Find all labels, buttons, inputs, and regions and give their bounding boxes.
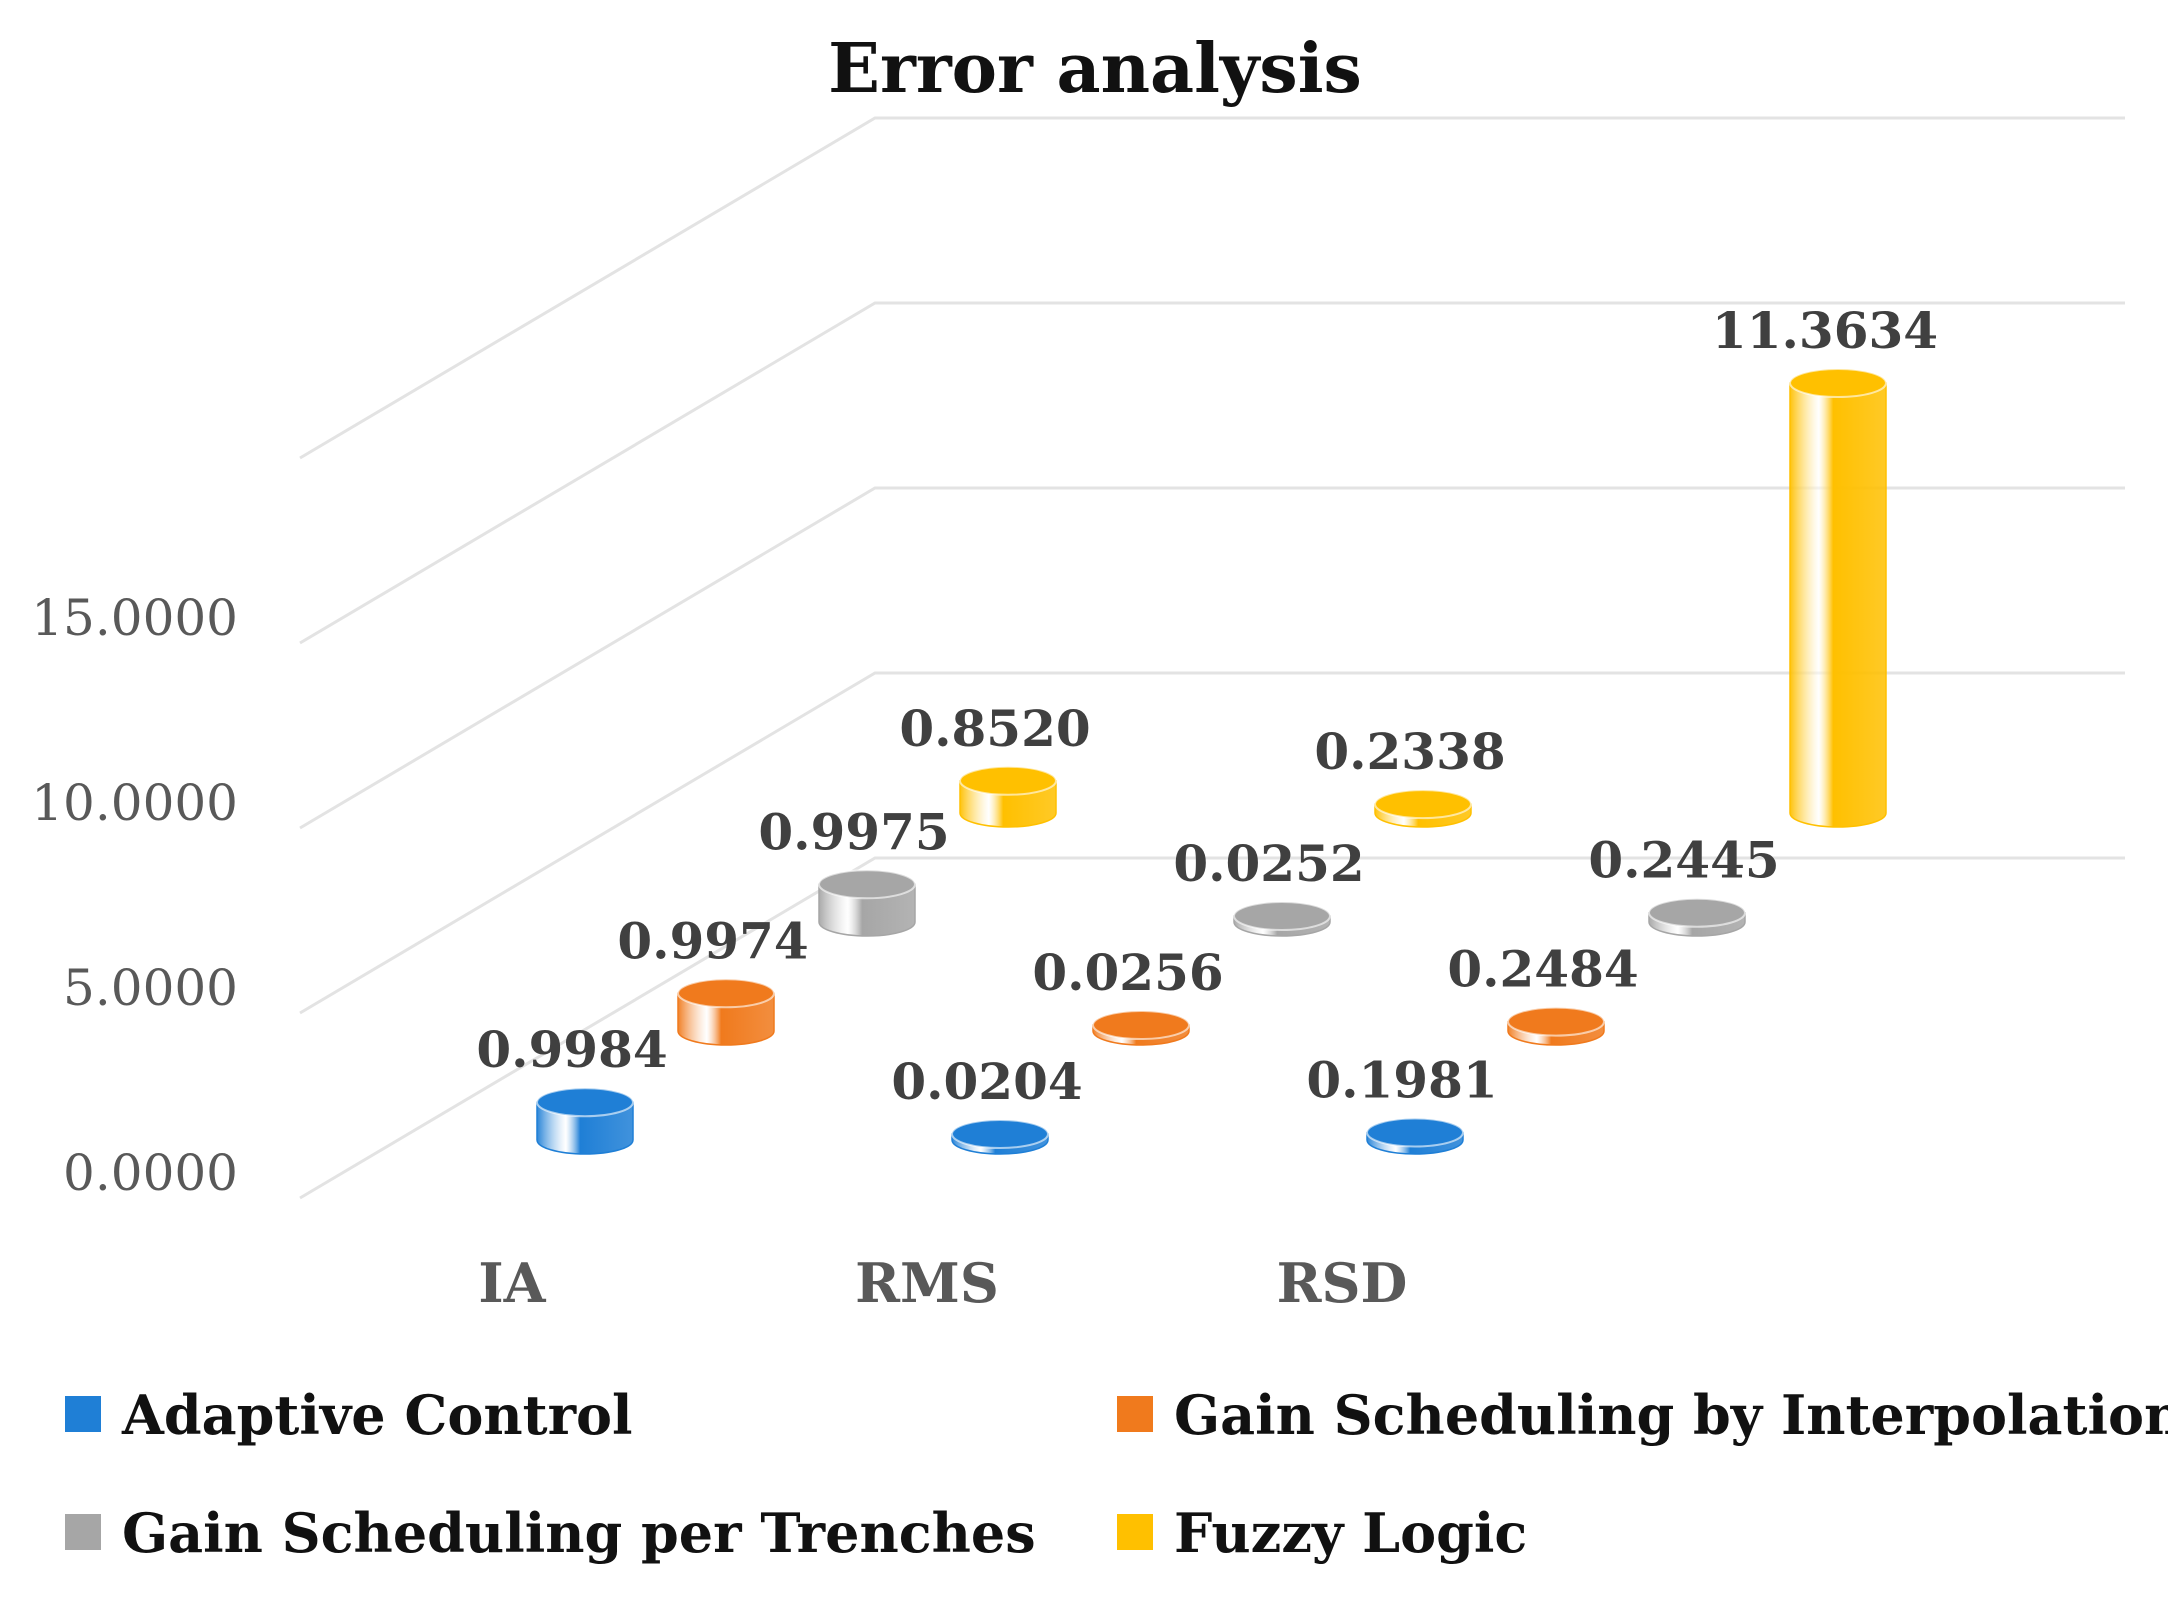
data-label: 0.8520 [899,699,1090,758]
gridline [299,301,2125,645]
category-label-rsd: RSD [1277,1251,1408,1315]
legend-label: Gain Scheduling by Interpolation [1174,1383,2168,1447]
bar-adaptive-control-rms [951,1119,1049,1155]
legend-label: Adaptive Control [121,1383,633,1447]
gridline [299,486,2125,830]
chart-title: Error analysis [828,29,1362,109]
bars [536,368,1887,1155]
legend-swatch [1117,1514,1153,1550]
data-label: 0.9974 [617,911,808,970]
bar-gain-scheduling-per-trenches-ia [818,869,916,937]
bar-fuzzy-logic-ia [959,765,1057,828]
legend-item-adaptive-control: Adaptive Control [65,1383,633,1447]
data-label: 0.0204 [891,1052,1082,1111]
legend-item-fuzzy-logic: Fuzzy Logic [1117,1501,1527,1565]
data-labels: 11.3634 0.2338 0.8520 0.2445 0.0252 0.9975 0.2… [476,301,1938,1111]
data-label: 0.0256 [1032,943,1223,1002]
y-tick-label: 0.0000 [63,1144,238,1202]
legend-label: Fuzzy Logic [1174,1501,1527,1565]
gridlines [299,116,2125,1200]
data-label: 0.2445 [1588,831,1779,890]
gridline [299,856,2125,1200]
bar-fuzzy-logic-rms [1374,789,1472,828]
y-tick-label: 5.0000 [63,959,238,1017]
category-label-rms: RMS [855,1251,999,1315]
legend-swatch [65,1396,101,1432]
data-label: 0.1981 [1306,1051,1497,1110]
data-label: 0.9975 [758,802,949,861]
bar-gain-scheduling-by-interpolation-ia [677,978,775,1046]
bar-gain-scheduling-per-trenches-rsd [1648,897,1746,937]
data-label: 0.9984 [476,1020,667,1079]
legend-swatch [1117,1396,1153,1432]
legend-swatch [65,1514,101,1550]
bar-gain-scheduling-by-interpolation-rsd [1507,1006,1605,1046]
data-label: 11.3634 [1712,301,1938,360]
legend-item-gain-scheduling-per-trenches: Gain Scheduling per Trenches [65,1501,1036,1565]
bar-fuzzy-logic-rsd [1789,368,1887,828]
legend-label: Gain Scheduling per Trenches [122,1501,1036,1565]
bar-gain-scheduling-by-interpolation-rms [1092,1010,1190,1046]
bar-adaptive-control-rsd [1366,1117,1464,1155]
y-tick-label: 15.0000 [31,589,238,647]
legend: Adaptive Control Gain Scheduling by Inter… [65,1383,2168,1565]
bar-gain-scheduling-per-trenches-rms [1233,901,1331,937]
gridline [299,116,2125,460]
data-label: 0.2484 [1447,940,1638,999]
category-label-ia: IA [478,1251,546,1315]
y-axis-ticks: 0.0000 5.0000 10.0000 15.0000 [31,589,238,1202]
y-tick-label: 10.0000 [31,774,238,832]
data-label: 0.0252 [1173,834,1364,893]
bar-adaptive-control-ia [536,1087,634,1155]
gridline [299,671,2125,1015]
data-label: 0.2338 [1314,722,1505,781]
x-axis-categories: IA RMS RSD [478,1251,1407,1315]
legend-item-gain-scheduling-by-interpolation: Gain Scheduling by Interpolation [1117,1383,2168,1447]
